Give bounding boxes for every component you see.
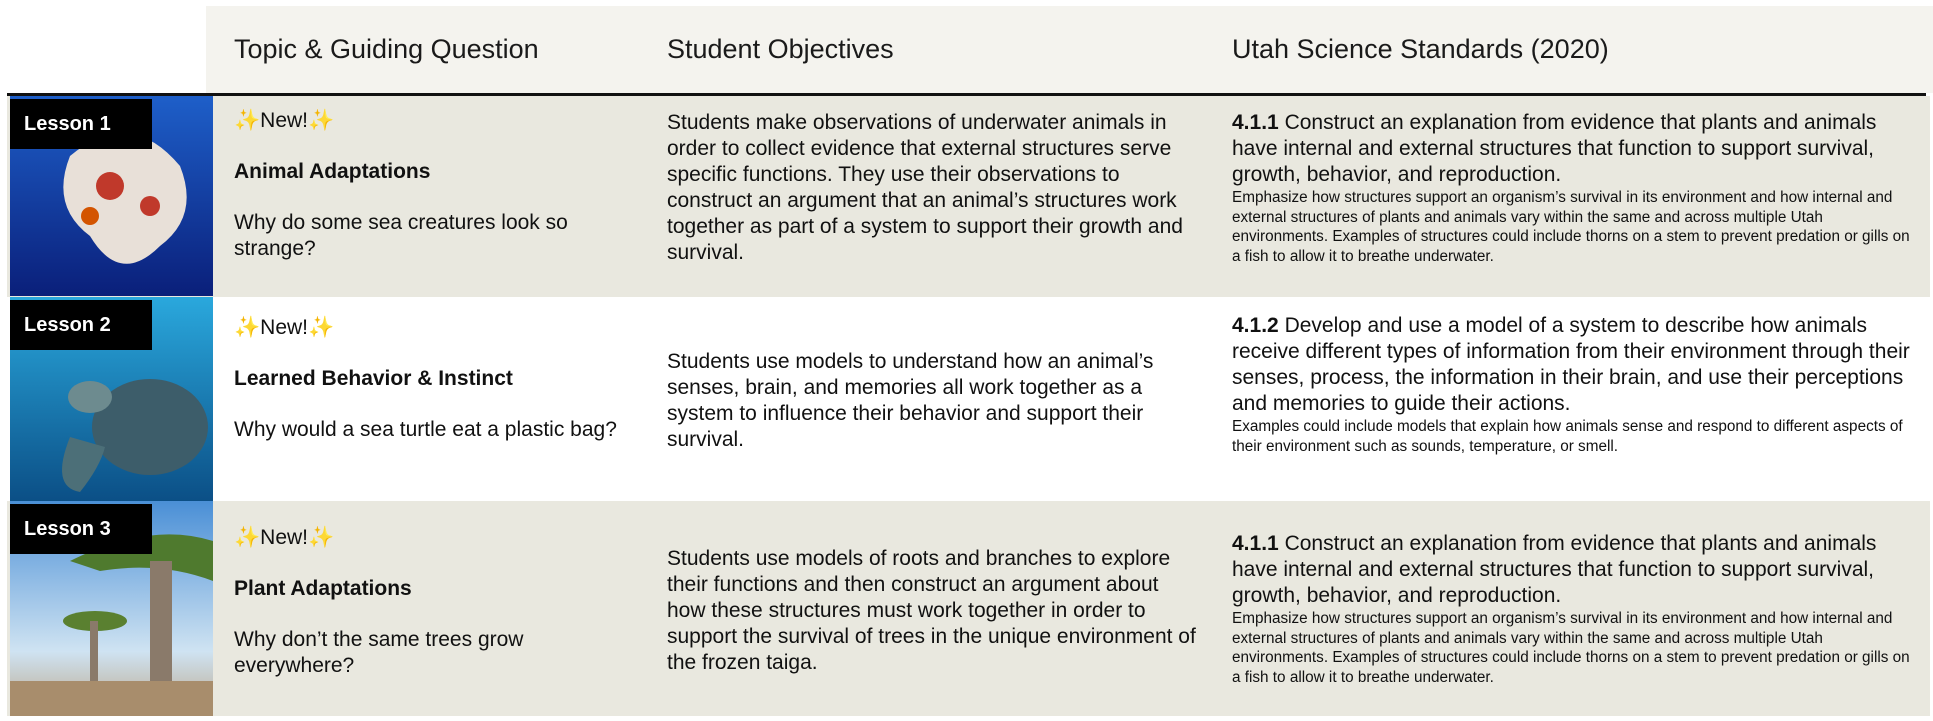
- lesson-label: Lesson 2: [10, 300, 152, 350]
- column-header: Student Objectives: [667, 34, 894, 64]
- topic-cell: ✨New!✨ Animal Adaptations Why do some sea …: [234, 108, 644, 262]
- lesson-row: Lesson 3 ✨New!✨ Plant Adaptations Why don’t…: [7, 501, 1930, 716]
- standards-cell: 4.1.2 Develop and use a model of a syste…: [1232, 313, 1922, 456]
- guiding-question: Why do some sea creatures look so strang…: [234, 211, 568, 260]
- standard-code: 4.1.2: [1232, 314, 1279, 337]
- objectives: Students make observations of underwater…: [667, 111, 1183, 264]
- standard: 4.1.1 Construct an explanation from evid…: [1232, 531, 1922, 609]
- column-header: Topic & Guiding Question: [234, 34, 539, 64]
- lesson-label: Lesson 1: [10, 99, 152, 149]
- new-badge: ✨New!✨: [234, 316, 335, 339]
- standard: 4.1.1 Construct an explanation from evid…: [1232, 110, 1922, 188]
- standard-text: Develop and use a model of a system to d…: [1232, 314, 1910, 415]
- topic-cell: ✨New!✨ Plant Adaptations Why don’t the sam…: [234, 525, 644, 679]
- standard-text: Construct an explanation from evidence t…: [1232, 532, 1877, 607]
- objectives: Students use models of roots and branche…: [667, 547, 1196, 674]
- standard-note: Examples could include models that expla…: [1232, 418, 1903, 455]
- objectives: Students use models to understand how an…: [667, 350, 1154, 451]
- guiding-question: Why would a sea turtle eat a plastic bag…: [234, 418, 617, 441]
- lesson-label: Lesson 3: [10, 504, 152, 554]
- standard-code: 4.1.1: [1232, 532, 1279, 555]
- lesson-table: Lesson 1 ✨New!✨ Animal Adaptations Why do s…: [7, 93, 1930, 716]
- lesson-row: Lesson 2 ✨New!✨ Learned Behavior & Instinc…: [7, 297, 1930, 501]
- lesson-title: Plant Adaptations: [234, 577, 412, 600]
- standards-cell: 4.1.1 Construct an explanation from evid…: [1232, 110, 1922, 266]
- column-header: Utah Science Standards (2020): [1232, 34, 1609, 64]
- standard-note: Emphasize how structures support an orga…: [1232, 189, 1910, 265]
- standards-cell: 4.1.1 Construct an explanation from evid…: [1232, 531, 1922, 687]
- standard-text: Construct an explanation from evidence t…: [1232, 111, 1877, 186]
- lesson-row: Lesson 1 ✨New!✨ Animal Adaptations Why do s…: [7, 96, 1930, 297]
- standard: 4.1.2 Develop and use a model of a syste…: [1232, 313, 1922, 417]
- standard-note: Emphasize how structures support an orga…: [1232, 610, 1910, 686]
- lesson-title: Animal Adaptations: [234, 160, 431, 183]
- header: Topic & Guiding Question Student Objecti…: [206, 6, 1933, 93]
- new-badge: ✨New!✨: [234, 109, 335, 132]
- standard-code: 4.1.1: [1232, 111, 1279, 134]
- topic-cell: ✨New!✨ Learned Behavior & Instinct Why wou…: [234, 315, 644, 443]
- lesson-title: Learned Behavior & Instinct: [234, 367, 513, 390]
- new-badge: ✨New!✨: [234, 526, 335, 549]
- guiding-question: Why don’t the same trees grow everywhere…: [234, 628, 524, 677]
